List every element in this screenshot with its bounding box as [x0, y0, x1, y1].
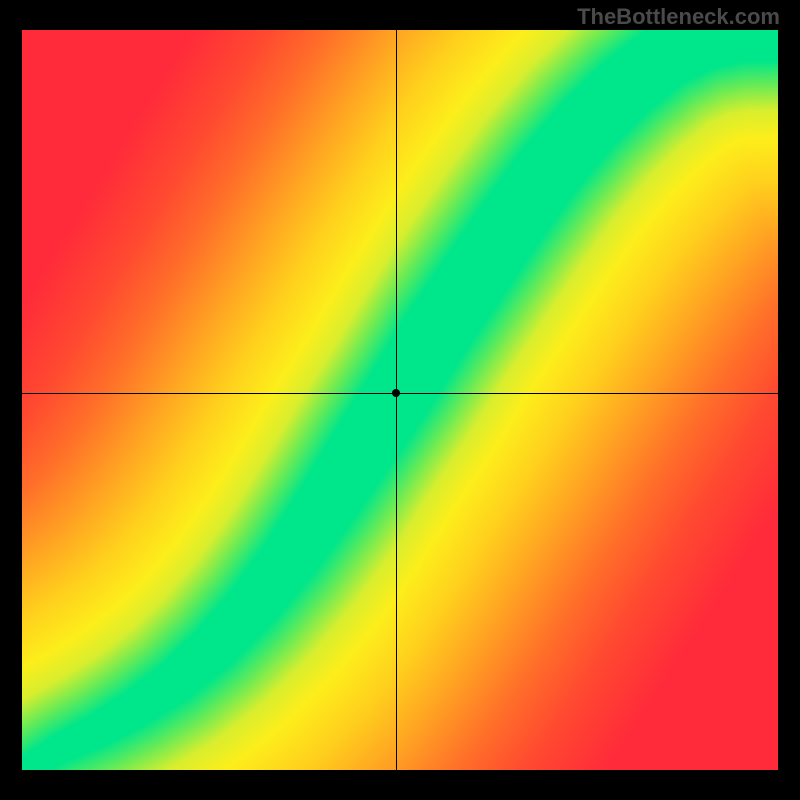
crosshair-vertical	[396, 30, 397, 770]
heatmap-plot	[22, 30, 778, 770]
watermark-label: TheBottleneck.com	[577, 4, 780, 30]
root-container: TheBottleneck.com	[0, 0, 800, 800]
crosshair-dot	[392, 389, 400, 397]
heatmap-canvas	[22, 30, 778, 770]
